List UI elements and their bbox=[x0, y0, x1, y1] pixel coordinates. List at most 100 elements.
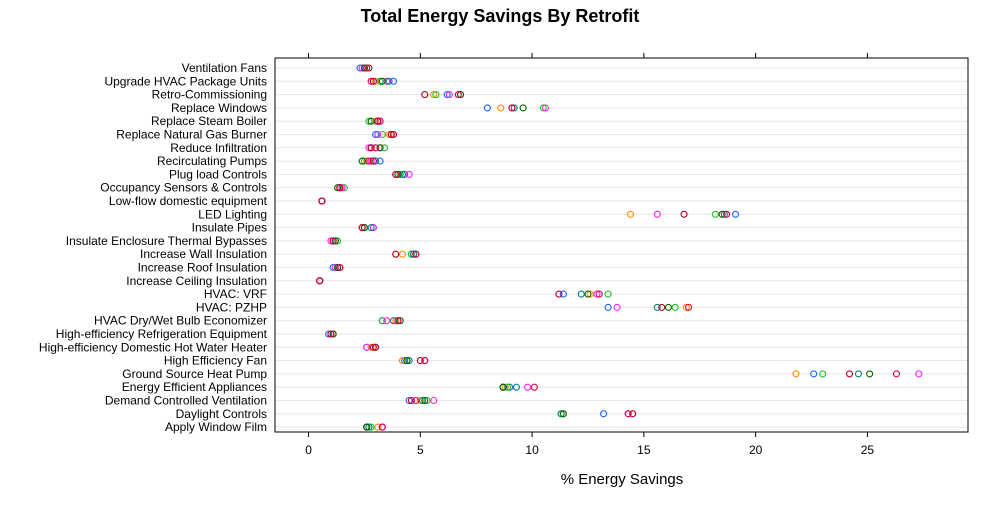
data-point bbox=[365, 64, 373, 72]
data-point bbox=[412, 250, 420, 258]
category-label: Recirculating Pumps bbox=[157, 154, 267, 168]
data-point bbox=[412, 396, 420, 405]
data-point bbox=[430, 396, 438, 405]
data-point bbox=[503, 383, 512, 391]
category-label: Demand Controlled Ventilation bbox=[105, 394, 267, 408]
data-point bbox=[604, 290, 612, 298]
data-point bbox=[389, 130, 398, 139]
data-point bbox=[394, 170, 402, 178]
data-point bbox=[389, 77, 398, 85]
category-label: High-efficiency Refrigeration Equipment bbox=[56, 327, 268, 341]
data-point bbox=[819, 370, 827, 378]
data-point bbox=[443, 91, 451, 99]
data-point bbox=[398, 250, 406, 258]
data-point bbox=[711, 210, 719, 218]
data-point bbox=[410, 250, 418, 258]
data-point bbox=[380, 144, 389, 152]
data-point bbox=[405, 396, 413, 405]
data-point bbox=[374, 117, 382, 125]
data-point bbox=[365, 157, 373, 165]
data-point bbox=[653, 303, 661, 311]
data-point bbox=[376, 117, 384, 125]
data-point bbox=[600, 410, 608, 418]
data-point bbox=[396, 170, 404, 178]
x-axis-label: % Energy Savings bbox=[561, 471, 684, 488]
data-point bbox=[358, 157, 366, 165]
data-point bbox=[407, 396, 415, 405]
category-label: High-efficiency Domestic Hot Water Heate… bbox=[39, 340, 267, 354]
data-point bbox=[334, 237, 342, 245]
x-tick-label: 10 bbox=[525, 443, 539, 457]
data-point bbox=[541, 104, 550, 112]
data-point bbox=[372, 157, 380, 165]
data-point bbox=[445, 91, 453, 99]
data-point bbox=[367, 117, 375, 125]
data-point bbox=[331, 263, 339, 272]
data-point bbox=[363, 157, 371, 165]
data-point bbox=[407, 250, 415, 258]
data-point bbox=[329, 237, 337, 245]
data-point bbox=[396, 317, 404, 325]
data-point bbox=[559, 410, 567, 418]
data-point bbox=[369, 224, 377, 232]
data-point bbox=[360, 157, 368, 165]
category-label: Replace Windows bbox=[171, 101, 267, 115]
data-point bbox=[378, 130, 386, 139]
x-tick-label: 20 bbox=[749, 443, 763, 457]
data-point bbox=[367, 77, 375, 85]
data-point bbox=[430, 91, 438, 99]
data-point bbox=[423, 396, 431, 405]
category-label: Replace Steam Boiler bbox=[151, 114, 267, 128]
data-point bbox=[595, 290, 603, 298]
data-point bbox=[680, 210, 688, 218]
data-point bbox=[432, 91, 440, 99]
data-point bbox=[334, 263, 342, 272]
data-point bbox=[405, 170, 413, 178]
data-point bbox=[356, 64, 364, 72]
data-point bbox=[376, 144, 384, 152]
plot-frame bbox=[274, 57, 969, 433]
category-label: HVAC: VRF bbox=[204, 287, 267, 301]
data-point bbox=[372, 77, 380, 85]
data-point bbox=[577, 290, 585, 298]
category-label: Ground Source Heat Pump bbox=[122, 367, 267, 381]
data-point bbox=[398, 357, 406, 365]
data-point bbox=[624, 410, 632, 418]
data-point bbox=[372, 117, 380, 125]
data-point bbox=[327, 330, 335, 338]
data-point bbox=[416, 396, 424, 405]
data-point bbox=[519, 104, 527, 112]
data-point bbox=[389, 317, 398, 325]
data-point bbox=[604, 303, 612, 311]
x-tick-label: 25 bbox=[861, 443, 875, 457]
category-label: High Efficiency Fan bbox=[164, 354, 267, 368]
data-point bbox=[401, 170, 409, 178]
data-point bbox=[363, 64, 371, 72]
data-point bbox=[378, 423, 386, 431]
x-tick-label: 5 bbox=[417, 443, 424, 457]
data-point bbox=[367, 423, 375, 431]
data-point bbox=[539, 104, 547, 112]
data-point bbox=[365, 117, 373, 125]
category-label: LED Lighting bbox=[198, 207, 267, 221]
data-point bbox=[392, 317, 400, 325]
data-point bbox=[338, 184, 346, 192]
data-point bbox=[810, 370, 818, 378]
category-label: Occupancy Sensors & Controls bbox=[100, 181, 267, 195]
data-point bbox=[501, 383, 509, 391]
data-point bbox=[385, 130, 393, 139]
data-point bbox=[365, 144, 373, 152]
data-point bbox=[584, 290, 592, 298]
data-point bbox=[499, 383, 507, 391]
data-point bbox=[593, 290, 601, 298]
data-point bbox=[671, 303, 679, 311]
data-point bbox=[394, 317, 402, 325]
data-point bbox=[376, 77, 384, 85]
data-point bbox=[720, 210, 728, 218]
data-point bbox=[336, 263, 344, 272]
data-point bbox=[336, 184, 344, 192]
data-point bbox=[418, 396, 427, 405]
category-label: Replace Natural Gas Burner bbox=[116, 128, 267, 142]
